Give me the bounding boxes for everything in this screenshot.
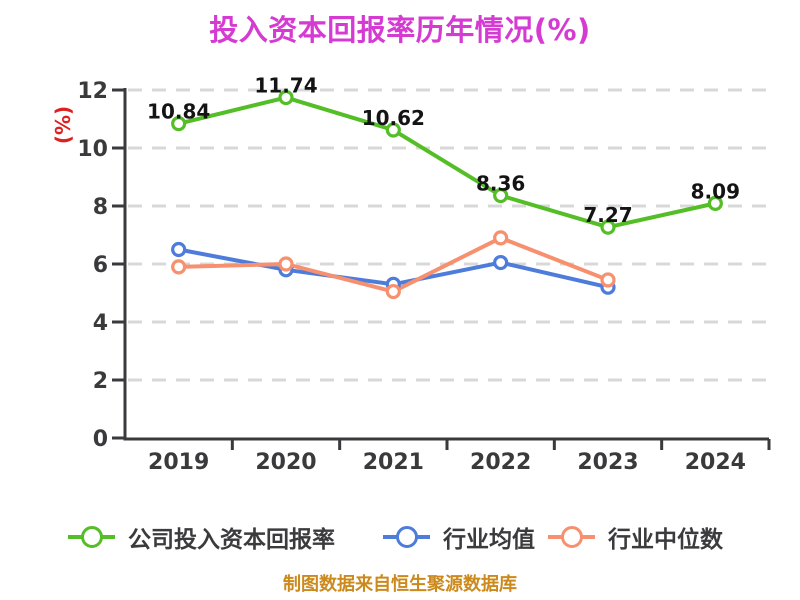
company-roic-point [278, 89, 294, 106]
industry-median-point [493, 230, 509, 246]
company-roic-point-label: 11.74 [254, 74, 317, 98]
company-roic-point [493, 187, 509, 204]
y-tick-label: 6 [93, 253, 108, 278]
industry-average-point [171, 241, 187, 258]
y-tick-label: 12 [77, 79, 108, 104]
y-tick-label: 2 [93, 369, 108, 394]
legend-label-industry-average: 行业均值 [443, 527, 535, 553]
company-roic-point-label: 8.09 [691, 179, 740, 203]
x-tick-label: 2024 [685, 450, 746, 475]
legend-line-marker-icon [383, 524, 430, 550]
company-roic-point [600, 219, 616, 235]
x-tick-label: 2020 [255, 450, 316, 475]
company-roic-point [171, 116, 187, 132]
x-tick-label: 2019 [148, 450, 209, 475]
legend-item-company-roic[interactable]: 公司投入资本回报率 [68, 522, 335, 553]
x-tick-label: 2021 [363, 450, 424, 475]
company-roic-point-label: 10.62 [362, 106, 425, 130]
legend-item-industry-median[interactable]: 行业中位数 [548, 522, 723, 553]
industry-average-point [493, 254, 509, 271]
legend-label-industry-median: 行业中位数 [608, 527, 723, 553]
industry-median-point [600, 272, 616, 288]
y-tick-label: 8 [93, 195, 108, 220]
company-roic-point-label: 10.84 [147, 100, 210, 124]
legend-line-marker-icon [68, 524, 115, 550]
legend-item-industry-average[interactable]: 行业均值 [383, 522, 535, 553]
data-source-note: 制图数据来自恒生聚源数据库 [283, 574, 517, 595]
industry-median-point [385, 283, 401, 300]
company-roic-point-label: 8.36 [476, 172, 525, 196]
legend-label-company-roic: 公司投入资本回报率 [128, 527, 335, 553]
industry-median-point [171, 259, 187, 275]
legend: 公司投入资本回报率 行业均值 行业中位数 [0, 522, 800, 553]
company-roic-point-label: 7.27 [583, 203, 632, 227]
y-tick-label: 4 [93, 311, 108, 336]
x-tick-label: 2022 [470, 450, 531, 475]
y-tick-label: 10 [77, 137, 108, 162]
company-roic-point [707, 195, 723, 211]
legend-line-marker-icon [548, 524, 595, 550]
chart-title: 投入资本回报率历年情况(%) [209, 13, 591, 47]
industry-median-point [278, 256, 294, 272]
x-tick-label: 2023 [577, 450, 638, 475]
company-roic-point [385, 122, 401, 138]
y-tick-label: 0 [93, 427, 108, 452]
company-roic-line [176, 95, 718, 230]
